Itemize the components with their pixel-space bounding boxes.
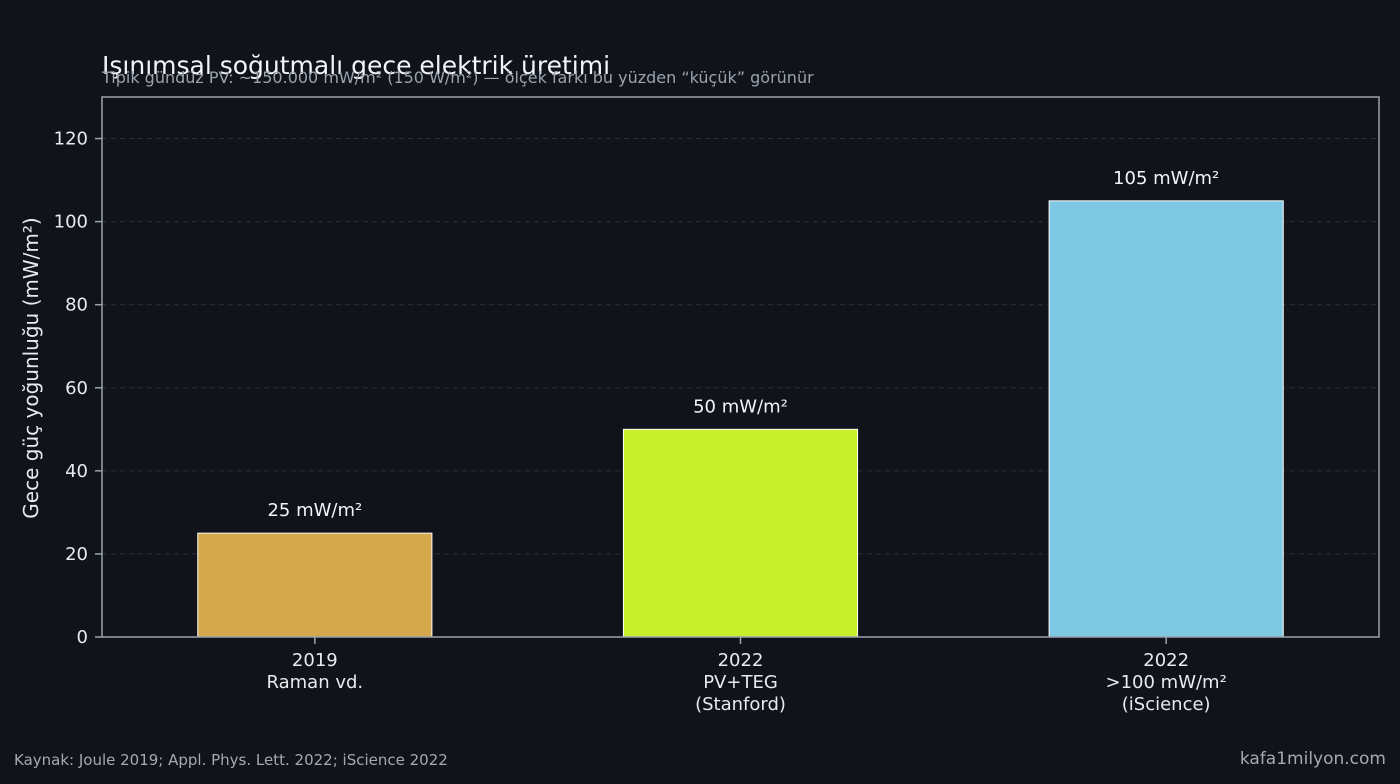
data-label: 50 mW/m² xyxy=(693,396,788,417)
bar xyxy=(622,428,859,638)
source-note: Kaynak: Joule 2019; Appl. Phys. Lett. 20… xyxy=(14,751,448,769)
x-tick-label-line: PV+TEG xyxy=(703,672,778,693)
x-tick-label: 2022 >100 mW/m² (iScience) xyxy=(1106,650,1227,715)
y-tick-label: 60 xyxy=(65,378,88,399)
x-tick-label: 2022 PV+TEG (Stanford) xyxy=(695,650,786,715)
x-tick-label-line: (iScience) xyxy=(1122,694,1211,715)
x-tick-label-line: (Stanford) xyxy=(695,694,786,715)
y-tick-label: 120 xyxy=(54,129,88,150)
site-watermark: kafa1milyon.com xyxy=(1240,749,1386,769)
chart-title: Işınımsal soğutmalı gece elektrik üretim… xyxy=(102,51,610,80)
y-tick-label: 20 xyxy=(65,544,88,565)
y-tick-label: 100 xyxy=(54,212,88,233)
x-tick-label-line: 2022 xyxy=(718,650,764,671)
x-tick-label-line: >100 mW/m² xyxy=(1106,672,1227,693)
x-tick-label-line: Raman vd. xyxy=(267,672,364,693)
y-tick-label: 40 xyxy=(65,461,88,482)
y-axis-label: Gece güç yoğunluğu (mW/m²) xyxy=(19,217,43,518)
bars xyxy=(197,200,1284,638)
x-tick-label-line: 2019 xyxy=(292,650,338,671)
bar xyxy=(1048,200,1284,638)
chart-subtitle: Tipik gündüz PV: ~150.000 mW/m² (150 W/m… xyxy=(101,68,814,87)
bar xyxy=(197,532,433,638)
data-labels: 25 mW/m² 50 mW/m² 105 mW/m² xyxy=(267,168,1219,521)
x-axis-ticks: 2019 Raman vd.2022 PV+TEG (Stanford)2022 >10… xyxy=(267,637,1227,715)
x-tick-label-line: 2022 xyxy=(1143,650,1189,671)
y-axis-ticks: 0 20 40 60 80 100 120 xyxy=(54,129,102,648)
data-label: 105 mW/m² xyxy=(1113,168,1219,189)
y-tick-label: 80 xyxy=(65,295,88,316)
y-tick-label: 0 xyxy=(77,627,88,648)
data-label: 25 mW/m² xyxy=(267,500,362,521)
x-tick-label: 2019 Raman vd. xyxy=(267,650,364,693)
